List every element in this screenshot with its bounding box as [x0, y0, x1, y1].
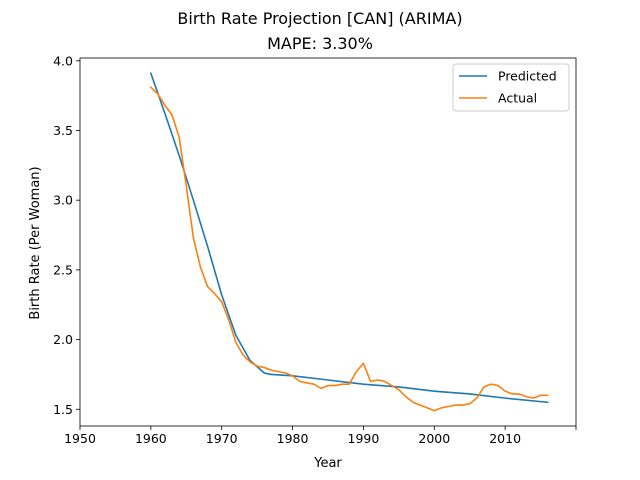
series-line-actual [149, 86, 549, 412]
x-tick-label: 1970 [206, 431, 238, 446]
y-tick-label: 1.5 [53, 402, 73, 417]
plot-area: 1950 1960 1970 1980 1990 2000 2010 1.5 2.0 2.5 3.0… [53, 53, 577, 446]
legend-label-actual: Actual [498, 91, 537, 106]
x-tick-label: 1950 [64, 431, 96, 446]
chart-subtitle: MAPE: 3.30% [267, 34, 373, 53]
x-tick-label: 2010 [489, 431, 521, 446]
legend-label-predicted: Predicted [498, 69, 557, 84]
y-tick-label: 4.0 [53, 53, 73, 68]
y-tick-label: 2.0 [53, 332, 73, 347]
x-tick-label: 2000 [418, 431, 450, 446]
series-line-predicted [149, 72, 549, 404]
x-tick-label: 1960 [135, 431, 167, 446]
y-tick-label: 3.5 [53, 123, 73, 138]
chart-title: Birth Rate Projection [CAN] (ARIMA) [177, 9, 462, 28]
axes-frame [79, 57, 577, 427]
y-axis-label: Birth Rate (Per Woman) [28, 166, 43, 319]
x-axis-label: Year [313, 456, 342, 471]
y-tick-label: 3.0 [53, 193, 73, 208]
y-tick-label: 2.5 [53, 262, 73, 277]
x-tick-label: 1990 [348, 431, 380, 446]
x-tick-label: 1980 [277, 431, 309, 446]
